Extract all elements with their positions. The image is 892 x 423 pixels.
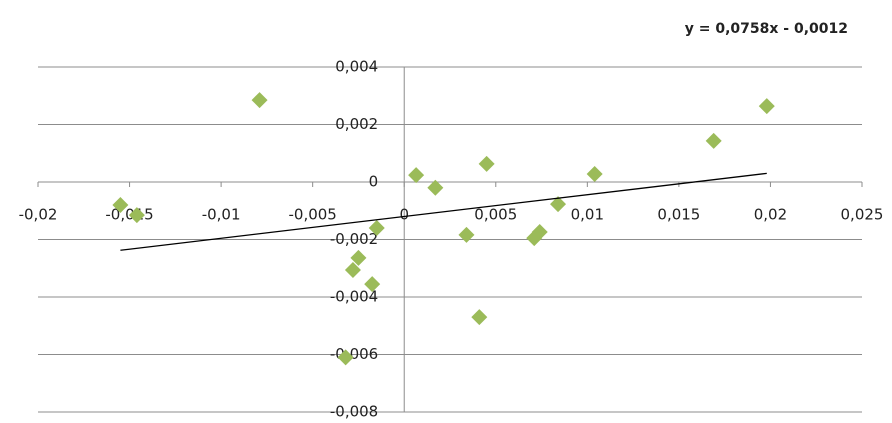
point [251, 92, 268, 109]
trendline [120, 172, 767, 251]
y-tick-label: -0,006 [330, 345, 378, 363]
x-tick-label: 0 [399, 206, 409, 224]
x-tick-label: -0,01 [202, 206, 241, 224]
point [344, 261, 361, 278]
point [705, 132, 722, 149]
point [408, 167, 425, 184]
x-tick-label: 0,015 [657, 206, 700, 224]
point [550, 196, 567, 213]
x-tick-label: 0,01 [571, 206, 604, 224]
trendline-equation: y = 0,0758x - 0,0012 [685, 21, 848, 37]
point [368, 220, 385, 236]
y-tick-label: -0,002 [330, 230, 378, 248]
point [471, 309, 488, 326]
point [350, 249, 367, 266]
point [531, 224, 548, 241]
y-tick-label: 0,002 [335, 115, 378, 133]
x-tick-label: 0,005 [474, 206, 517, 224]
point [364, 276, 381, 293]
x-tick-label: 0,025 [841, 206, 884, 224]
x-tick-label: -0,005 [288, 206, 336, 224]
y-tick-label: -0,008 [330, 403, 378, 421]
point [478, 155, 495, 172]
point [586, 165, 603, 182]
x-tick-label: -0,02 [19, 206, 58, 224]
point [458, 226, 475, 243]
y-tick-label: 0,004 [335, 58, 378, 76]
point [337, 349, 354, 366]
point [758, 98, 775, 115]
x-tick-label: 0,02 [754, 206, 787, 224]
y-tick-label: -0,004 [330, 288, 378, 306]
point [128, 207, 145, 224]
y-tick-label: 0 [369, 173, 379, 191]
point [427, 179, 444, 196]
point [112, 197, 129, 213]
